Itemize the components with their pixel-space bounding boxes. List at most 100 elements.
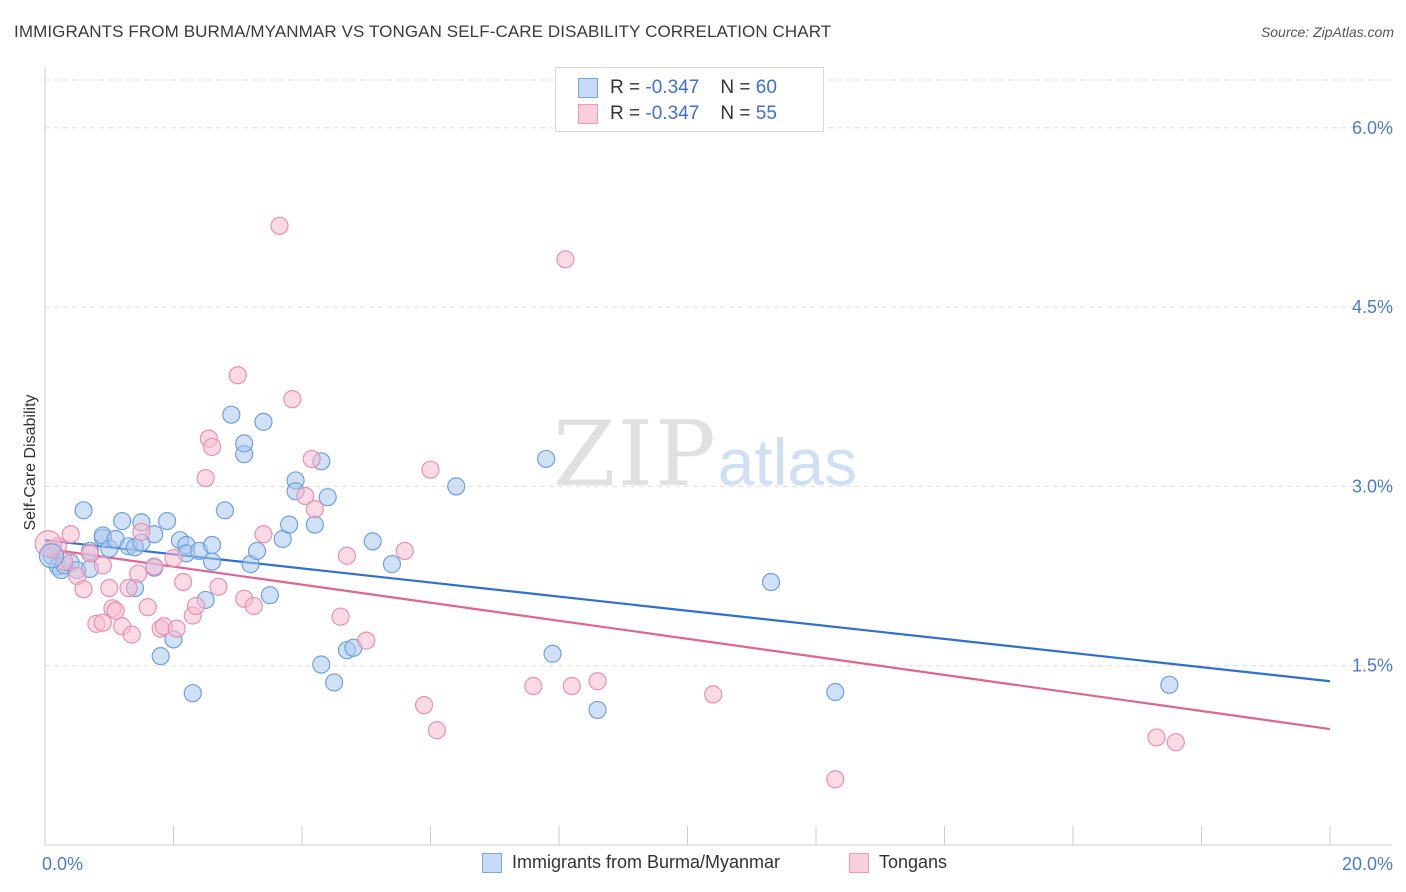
point-tongans: [414, 696, 434, 715]
point-tongans: [80, 544, 100, 563]
point-burma: [537, 449, 556, 469]
x-tick-label: 20.0%: [1342, 854, 1393, 874]
point-burma: [325, 673, 344, 692]
legend-n-value: 55: [755, 103, 777, 124]
tick-labels: 1.5% 3.0% 4.5% 6.0% 0.0% 20.0% Self-Care Disab…: [22, 118, 1393, 874]
legend-n-label: N =: [720, 103, 751, 124]
point-tongans: [421, 460, 440, 479]
point-burma: [235, 434, 254, 453]
legend-n-value: 60: [755, 77, 777, 98]
point-tongans: [302, 449, 321, 469]
point-burma: [318, 488, 337, 507]
legend-r-label: R =: [610, 103, 641, 124]
bottom-legend-swatch-burma: [482, 852, 502, 873]
bottom-legend-tongans: Tongans: [849, 852, 947, 873]
data-points: [34, 216, 1185, 789]
y-tick-label: 4.5%: [1352, 297, 1393, 317]
point-burma: [222, 405, 241, 424]
y-tick-label: 3.0%: [1352, 476, 1393, 496]
bottom-legend-label-burma: Immigrants from Burma/Myanmar: [512, 852, 781, 872]
legend-swatch-tongans: [578, 104, 598, 124]
chart-title: IMMIGRANTS FROM BURMA/MYANMAR VS TONGAN …: [14, 22, 832, 41]
trend-lines: [44, 539, 1331, 731]
bottom-legend-burma: Immigrants from Burma/Myanmar: [482, 852, 780, 873]
point-tongans: [196, 468, 215, 488]
bottom-legend-label-tongans: Tongans: [879, 852, 948, 872]
point-burma: [363, 532, 382, 551]
point-tongans: [556, 250, 575, 269]
point-tongans: [61, 525, 80, 544]
legend-row-burma: R = -0.347 N = 60: [578, 76, 777, 100]
point-tongans: [395, 541, 414, 561]
point-tongans: [1147, 728, 1166, 747]
point-tongans: [244, 596, 263, 616]
point-burma: [215, 501, 234, 520]
point-tongans: [93, 556, 112, 575]
point-tongans: [132, 522, 151, 541]
trend-line-burma: [44, 539, 1331, 683]
point-tongans: [138, 598, 157, 617]
point-burma: [260, 586, 279, 605]
point-burma: [1160, 675, 1179, 694]
point-burma: [254, 412, 273, 431]
legend-row-tongans: R = -0.347 N = 55: [578, 102, 777, 126]
point-tongans: [167, 619, 186, 638]
point-tongans: [93, 613, 112, 632]
point-burma: [761, 572, 781, 592]
point-tongans: [119, 578, 138, 598]
point-tongans: [337, 546, 357, 565]
point-tongans: [562, 676, 581, 696]
point-burma: [312, 655, 331, 674]
point-burma: [447, 477, 466, 496]
point-tongans: [129, 564, 148, 583]
point-tongans: [296, 486, 315, 506]
legend-swatch-burma: [578, 78, 598, 98]
point-tongans: [357, 631, 376, 650]
point-burma: [588, 700, 607, 720]
point-tongans: [427, 721, 447, 740]
point-tongans: [254, 525, 273, 544]
point-tongans: [588, 672, 607, 691]
point-tongans: [283, 390, 302, 409]
point-tongans: [524, 676, 543, 696]
point-tongans: [331, 607, 350, 626]
point-tongans: [164, 549, 183, 568]
point-burma: [157, 511, 177, 531]
point-burma: [280, 515, 299, 534]
source-label: Source: ZipAtlas.com: [1260, 24, 1394, 40]
point-burma: [826, 682, 845, 702]
point-burma: [305, 515, 324, 534]
point-tongans: [202, 437, 222, 457]
point-tongans: [1166, 733, 1185, 752]
y-tick-label: 6.0%: [1352, 118, 1393, 138]
point-burma: [38, 543, 65, 569]
point-tongans: [174, 572, 193, 592]
bottom-legend-swatch-tongans: [849, 852, 869, 873]
point-tongans: [74, 580, 93, 599]
point-tongans: [55, 552, 74, 571]
point-burma: [183, 684, 202, 703]
point-burma: [382, 555, 402, 574]
point-tongans: [122, 625, 141, 644]
point-tongans: [106, 601, 125, 620]
point-burma: [112, 511, 132, 531]
point-tongans: [270, 216, 289, 235]
point-tongans: [704, 685, 723, 704]
legend-r-value: -0.347: [645, 103, 700, 124]
point-burma: [543, 644, 562, 663]
stats-legend: R = -0.347 N = 60 R = -0.347 N = 55: [555, 67, 824, 132]
point-tongans: [305, 500, 324, 519]
point-burma: [151, 647, 170, 666]
point-tongans: [186, 596, 206, 616]
legend-r-label: R =: [610, 77, 641, 98]
y-tick-label: 1.5%: [1352, 656, 1393, 676]
point-burma: [247, 541, 267, 561]
point-burma: [202, 535, 222, 555]
legend-n-label: N =: [720, 77, 751, 98]
axes: [44, 68, 1392, 846]
point-burma: [202, 552, 222, 571]
y-axis-label: Self-Care Disability: [22, 394, 39, 530]
point-tongans: [100, 578, 119, 598]
point-tongans: [145, 557, 164, 576]
